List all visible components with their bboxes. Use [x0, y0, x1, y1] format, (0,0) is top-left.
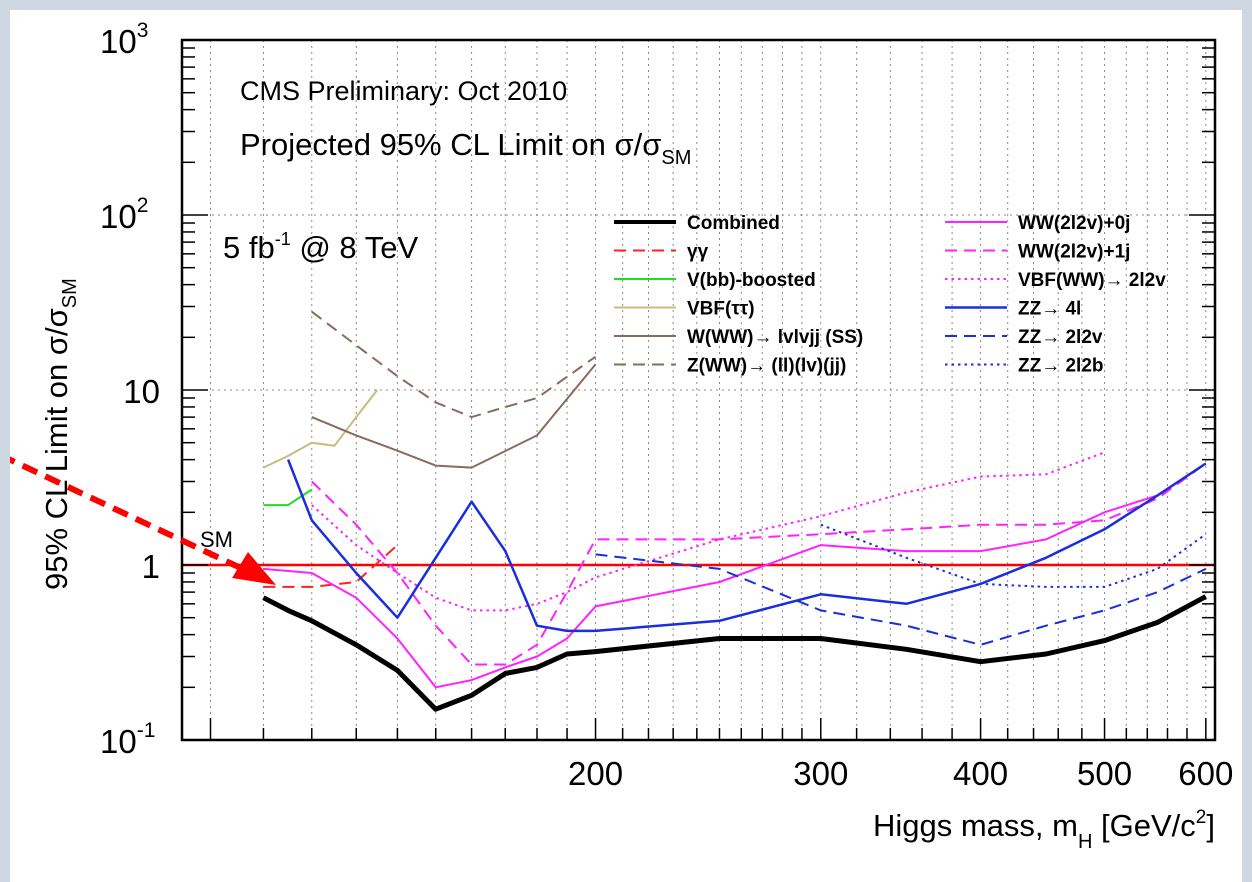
chart-title: CMS Preliminary: Oct 2010 [240, 76, 567, 106]
subtitle-symbol: σ/σ [614, 127, 661, 162]
sm-label: SM [200, 527, 233, 552]
lumi-sup: -1 [275, 229, 291, 249]
sm-arrow-head [232, 552, 276, 585]
legend-label: ZZ→ 2l2b [1018, 356, 1104, 377]
xlabel-subscript: H [1078, 831, 1092, 853]
legend-label: VBF(WW)→ 2l2v [1018, 270, 1166, 291]
lumi-post: @ 8 TeV [291, 230, 419, 265]
subtitle-main: Projected 95% CL Limit on [240, 127, 614, 162]
lumi-pre: 5 fb [223, 230, 275, 265]
x-tick-label: 600 [1178, 755, 1233, 792]
x-tick-label: 300 [793, 755, 848, 792]
legend-label: γγ [687, 242, 709, 263]
series-line-0 [262, 594, 1207, 712]
subtitle-subscript: SM [661, 147, 691, 169]
ylabel-subscript: SM [59, 278, 81, 308]
y-tick-label: 10-1 [100, 719, 155, 760]
x-axis-label: Higgs mass, mH [GeV/c2] [873, 807, 1215, 853]
series-line-11 [820, 523, 1207, 588]
y-tick-base: 10 [100, 23, 137, 60]
sm-arrow-annotation: SM [10, 456, 276, 585]
x-tick-label: 400 [953, 755, 1008, 792]
series-line-9 [286, 459, 1207, 633]
series-lines [262, 310, 1207, 712]
series-line-4 [311, 363, 597, 469]
legend-label: ZZ→ 2l2v [1018, 327, 1103, 348]
legend-label: WW(2l2v)+0j [1018, 213, 1130, 234]
legend-label: Z(WW)→ (ll)(lv)(jj) [687, 356, 846, 377]
x-tick-label: 500 [1077, 755, 1132, 792]
legend-label: VBF(ττ) [687, 299, 755, 320]
ylabel-main: 95% CL Limit on [39, 355, 74, 590]
legend-label: W(WW)→ lvlvjj (SS) [687, 327, 863, 348]
chart-subtitle: Projected 95% CL Limit on σ/σSM [240, 127, 691, 169]
x-tick-label: 200 [568, 755, 623, 792]
xlabel-unit-sup: 2 [1196, 807, 1207, 828]
xlabel-main: Higgs mass, m [873, 808, 1078, 843]
sm-arrow-shaft [10, 456, 247, 573]
y-tick-exp: 2 [137, 194, 149, 217]
y-axis-label: 95% CL Limit on σ/σSM [39, 278, 81, 590]
legend-label: WW(2l2v)+1j [1018, 242, 1130, 263]
y-tick-label: 103 [100, 19, 148, 60]
y-tick-exp: 3 [137, 19, 149, 42]
series-line-8 [311, 451, 1105, 612]
luminosity-label: 5 fb-1 @ 8 TeV [223, 229, 418, 265]
series-line-10 [595, 553, 1207, 646]
series-line-1 [263, 544, 399, 588]
y-tick-base: 10 [100, 198, 137, 235]
legend: Combined γγ V(bb)-boosted VBF(ττ) W(WW)→ lvl… [614, 213, 1166, 377]
series-line-6 [263, 462, 1207, 689]
series-line-3 [262, 389, 378, 469]
ylabel-symbol: σ/σ [39, 308, 74, 355]
legend-label: V(bb)-boosted [687, 270, 816, 291]
y-tick-label: 102 [100, 194, 148, 235]
series-line-5 [311, 310, 597, 419]
xlabel-unit-close: ] [1206, 808, 1215, 843]
y-tick-base: 10 [100, 723, 137, 760]
legend-label: ZZ→ 4l [1018, 299, 1081, 320]
y-tick-exp: -1 [137, 719, 156, 742]
y-tick-label: 10 [123, 373, 160, 410]
chart-figure: 10-1 1 10 102 103 200 300 400 500 600 CMS Prelimi… [10, 10, 1242, 882]
xlabel-unit: [GeV/c [1092, 808, 1195, 843]
series-line-2 [263, 488, 313, 507]
legend-label: Combined [687, 213, 780, 234]
y-tick-label: 1 [142, 548, 160, 585]
